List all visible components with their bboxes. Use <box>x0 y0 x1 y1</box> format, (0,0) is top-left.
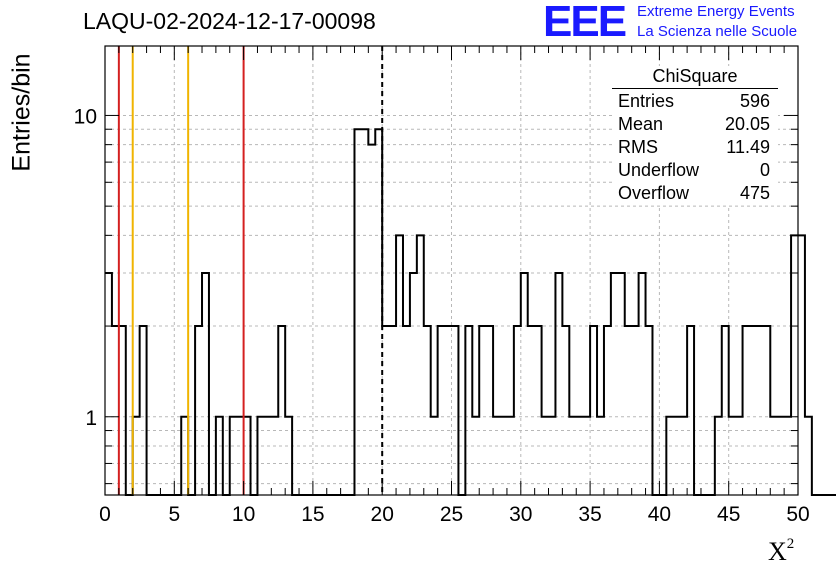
y-tick-label: 10 <box>74 105 97 128</box>
y-tick-label: 1 <box>85 407 97 430</box>
stats-row-overflow: Overflow 475 <box>612 182 778 205</box>
stats-title: ChiSquare <box>612 66 778 89</box>
stats-row-rms: RMS 11.49 <box>612 136 778 159</box>
y-axis-label: Entries/bin <box>7 53 36 172</box>
logo-line-2: La Scienza nelle Scuole <box>637 23 798 40</box>
stats-row-underflow: Underflow 0 <box>612 159 778 182</box>
stats-label: RMS <box>618 137 658 157</box>
stats-value: 0 <box>759 160 770 180</box>
x-tick-label: 50 <box>786 503 809 526</box>
logo-line-1: Extreme Energy Events <box>637 3 795 20</box>
x-axis-label-text: X <box>768 537 787 566</box>
x-tick-label: 40 <box>648 503 671 526</box>
stats-label: Entries <box>618 91 675 111</box>
stats-label: Mean <box>618 114 664 134</box>
stats-value: 20.05 <box>724 114 770 134</box>
x-tick-label: 5 <box>168 503 180 526</box>
x-tick-label: 35 <box>578 503 601 526</box>
x-tick-label: 30 <box>509 503 532 526</box>
chart-title: LAQU-02-2024-12-17-00098 <box>83 8 376 34</box>
x-tick-label: 20 <box>371 503 394 526</box>
stats-value: 475 <box>739 183 770 203</box>
stats-rows: Entries 596 Mean 20.05 RMS 11.49 Underflow 0 Ove… <box>612 90 778 205</box>
eee-logo: EEE <box>543 0 627 46</box>
logo-caption: Extreme Energy Events La Scienza nelle S… <box>637 2 797 42</box>
x-tick-label: 25 <box>440 503 463 526</box>
stats-label: Overflow <box>618 183 690 203</box>
stats-row-entries: Entries 596 <box>612 90 778 113</box>
stats-value: 11.49 <box>726 137 770 157</box>
x-axis-label-superscript: 2 <box>786 536 795 552</box>
x-tick-label: 0 <box>99 503 111 526</box>
stats-label: Underflow <box>618 160 700 180</box>
x-tick-label: 10 <box>232 503 255 526</box>
x-tick-label: 15 <box>301 503 324 526</box>
x-tick-label: 45 <box>717 503 740 526</box>
stats-row-mean: Mean 20.05 <box>612 113 778 136</box>
stats-box: ChiSquare Entries 596 Mean 20.05 RMS 11.49 Und… <box>612 66 778 205</box>
stats-value: 596 <box>739 91 770 111</box>
x-axis-label: X2 <box>768 536 794 567</box>
